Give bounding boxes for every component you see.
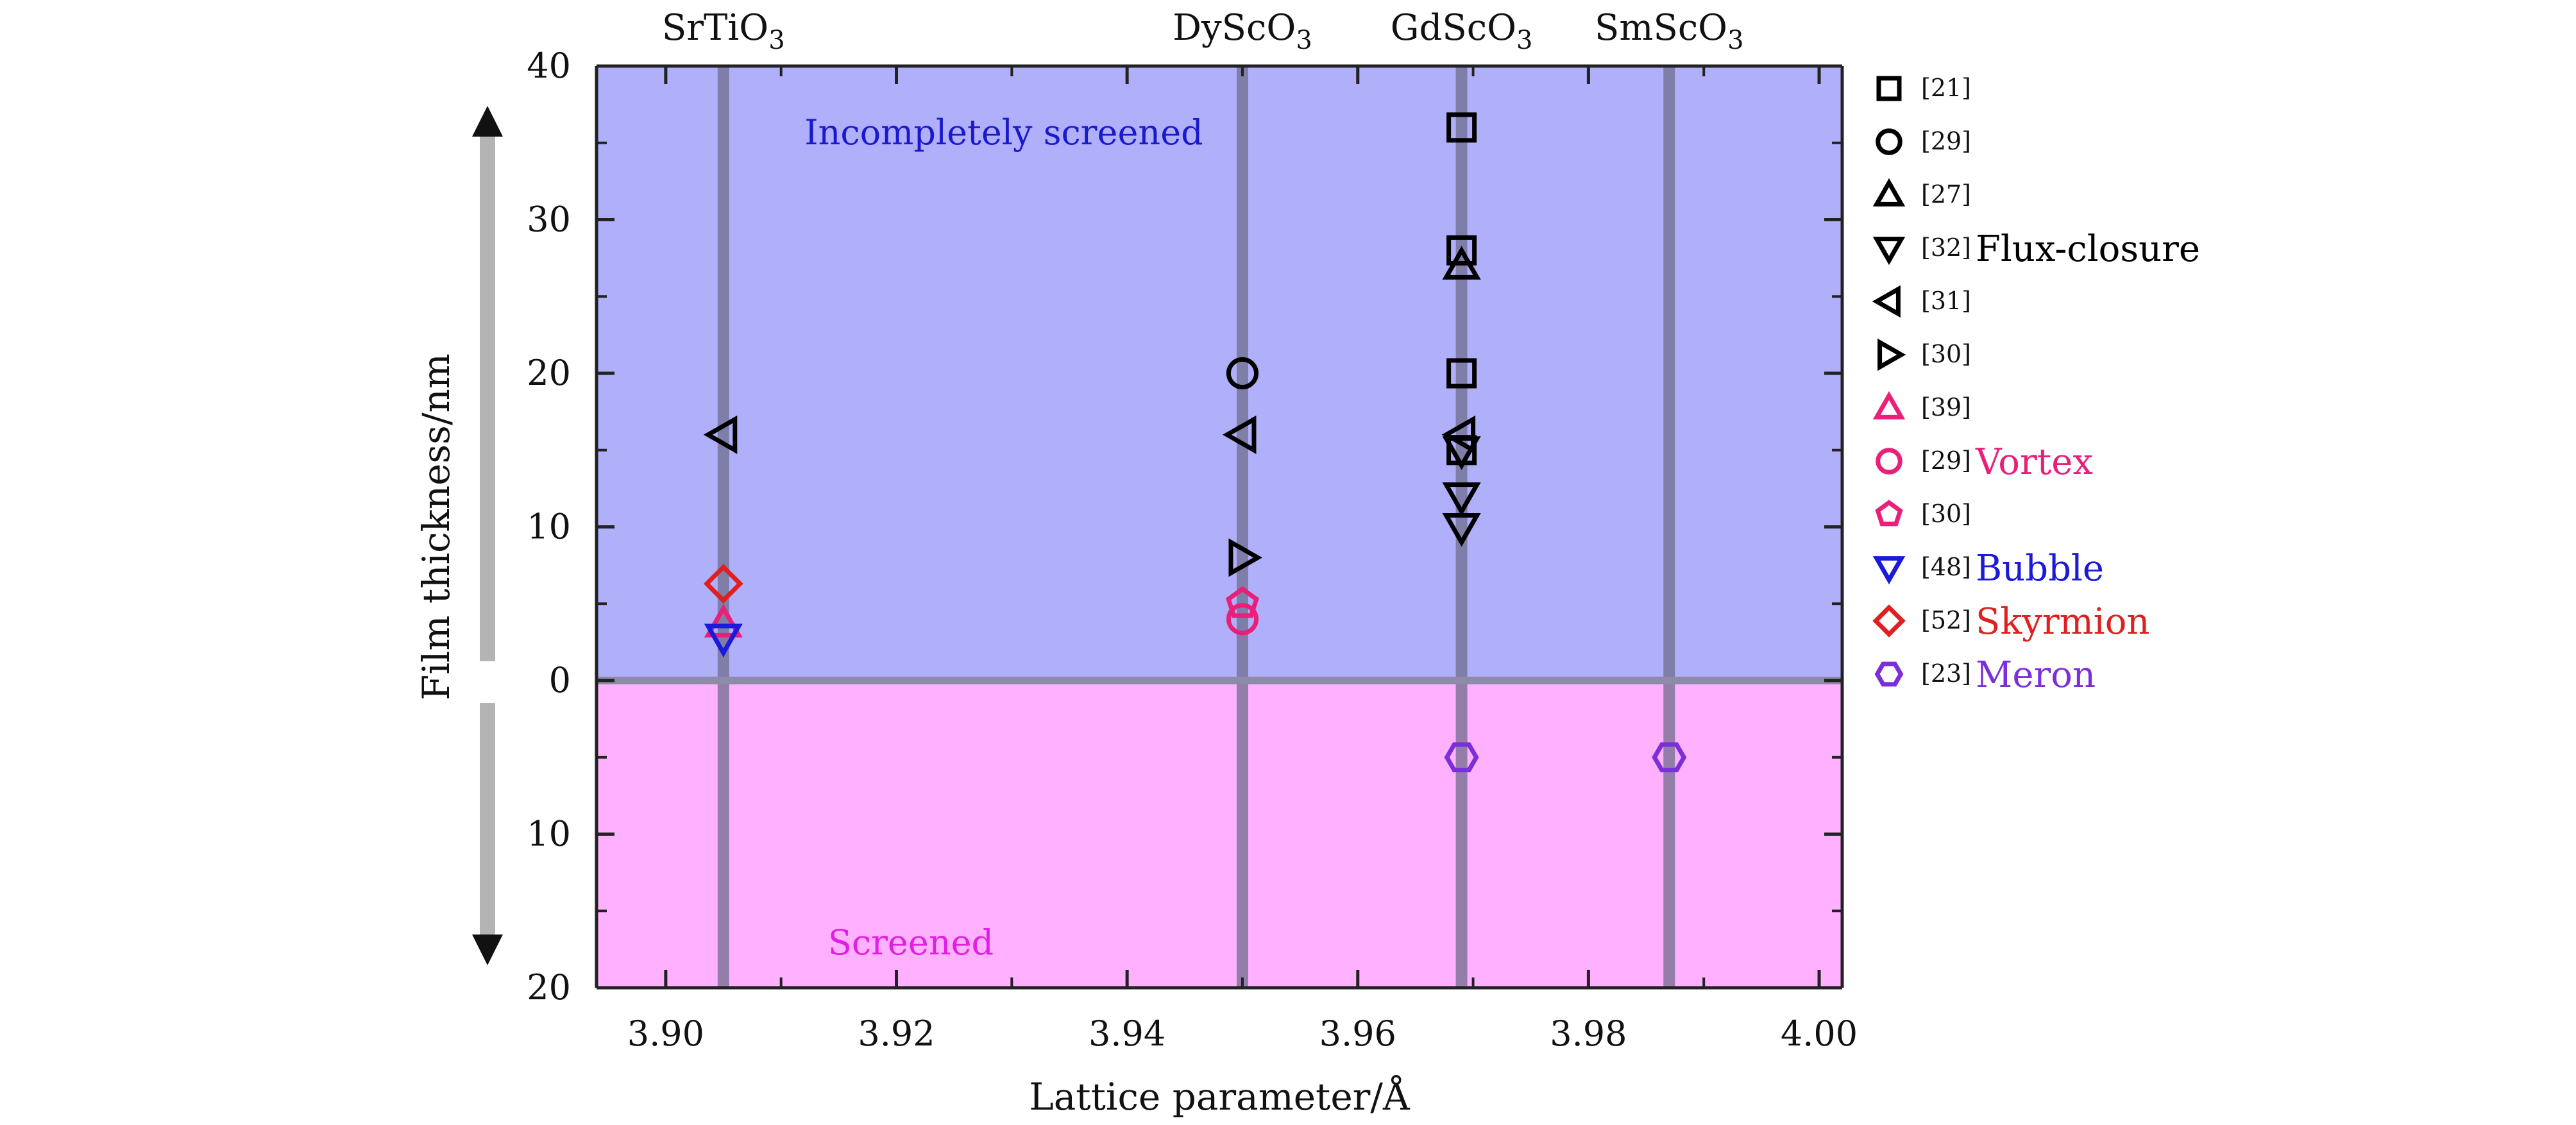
legend-marker-triangle-up xyxy=(1872,178,1906,207)
y-tick-label: 20 xyxy=(527,967,571,1008)
legend-group-label: Skyrmion xyxy=(1976,601,2150,643)
legend-marker-triangle-left xyxy=(1872,285,1901,318)
substrate-label: GdScO3 xyxy=(1391,7,1533,55)
data-point-triangle-left xyxy=(703,415,738,454)
substrate-label: DyScO3 xyxy=(1173,7,1312,55)
data-point-triangle-down xyxy=(704,623,743,657)
y-tick-label: 10 xyxy=(527,507,571,547)
x-tick-label: 3.90 xyxy=(627,1013,704,1054)
x-tick-label: 3.96 xyxy=(1319,1013,1396,1054)
regions-layer xyxy=(597,66,1842,988)
x-axis-label: Lattice parameter/Å xyxy=(1029,1075,1411,1119)
legend-marker-diamond xyxy=(1872,604,1906,638)
data-point-triangle-down xyxy=(1442,436,1481,470)
legend-ref: [30] xyxy=(1921,500,1971,528)
x-tick-label: 3.94 xyxy=(1089,1013,1165,1054)
data-point-pentagon xyxy=(1225,586,1259,618)
legend-group-label: Vortex xyxy=(1975,441,2093,483)
legend-marker-triangle-down xyxy=(1872,556,1906,585)
region-screened xyxy=(597,681,1842,988)
data-point-triangle-up xyxy=(1442,246,1481,280)
region-label-incompletely-screened: Incompletely screened xyxy=(804,112,1203,153)
legend-ref: [30] xyxy=(1921,340,1971,368)
legend-ref: [29] xyxy=(1921,127,1971,155)
y-axis-label: Film thickness/nm xyxy=(414,353,458,700)
data-point-triangle-down xyxy=(1442,513,1481,547)
legend-marker-circle xyxy=(1876,128,1902,155)
substrate-label: SmScO3 xyxy=(1595,7,1744,55)
legend-ref: [31] xyxy=(1921,287,1971,315)
data-point-circle xyxy=(1226,357,1259,390)
axes xyxy=(595,64,1844,990)
region-label-screened: Screened xyxy=(828,922,994,963)
legend-marker-triangle-down xyxy=(1872,237,1906,266)
data-point-triangle-left xyxy=(1222,415,1257,454)
data-point-triangle-right xyxy=(1228,538,1263,577)
y-tick-label: 0 xyxy=(549,660,571,700)
legend-group-label: Flux-closure xyxy=(1976,228,2200,270)
legend-ref: [27] xyxy=(1921,180,1971,208)
data-point-square xyxy=(1446,358,1477,389)
x-tick-label: 4.00 xyxy=(1781,1013,1858,1054)
x-tick-label: 3.98 xyxy=(1550,1013,1627,1054)
legend-ref: [23] xyxy=(1921,659,1971,688)
substrate-lines xyxy=(717,66,1675,988)
data-point-hexagon xyxy=(1444,742,1479,773)
data-point-triangle-up xyxy=(704,604,743,638)
legend-group-label: Bubble xyxy=(1976,548,2104,589)
legend-ref: [29] xyxy=(1921,446,1971,475)
arrow-up-head xyxy=(472,106,503,137)
data-point-square xyxy=(1446,112,1477,143)
substrate-label: SrTiO3 xyxy=(662,7,785,55)
data-point-triangle-left xyxy=(1441,415,1476,454)
legend-marker-triangle-up xyxy=(1872,391,1906,419)
legend-marker-circle xyxy=(1876,448,1902,475)
data-point-diamond xyxy=(703,564,743,604)
y-tick-label: 10 xyxy=(527,814,571,854)
arrow-down-head xyxy=(472,935,503,965)
legend-group-label: Meron xyxy=(1976,654,2096,696)
region-incompletely-screened xyxy=(597,66,1842,681)
legend-marker-square xyxy=(1876,76,1902,101)
legend-marker-triangle-right xyxy=(1877,338,1906,371)
data-point-square xyxy=(1446,235,1477,266)
y-tick-label: 20 xyxy=(527,353,571,393)
legend-ref: [32] xyxy=(1921,233,1971,262)
data-point-hexagon xyxy=(1652,742,1687,773)
legend-marker-pentagon xyxy=(1875,500,1903,527)
data-point-triangle-down xyxy=(1442,482,1481,516)
x-tick-label: 3.92 xyxy=(858,1013,935,1054)
y-tick-label: 40 xyxy=(527,46,571,86)
legend-ref: [48] xyxy=(1921,553,1971,581)
data-point-circle xyxy=(1226,603,1259,636)
legend-marker-hexagon xyxy=(1874,661,1904,687)
data-points xyxy=(703,112,1687,773)
legend-ref: [52] xyxy=(1921,606,1971,634)
legend-ref: [21] xyxy=(1921,74,1971,102)
text-labels: 3.90 3.92 3.94 3.96 3.98 4.00 20 10 0 10 20 30 40 Lat… xyxy=(414,7,1858,1119)
legend-ref: [39] xyxy=(1921,393,1971,421)
y-tick-label: 30 xyxy=(527,199,571,240)
legend: [21] [29] [27] [32] Flux-closure[31] [30] [39]… xyxy=(1872,74,2200,696)
